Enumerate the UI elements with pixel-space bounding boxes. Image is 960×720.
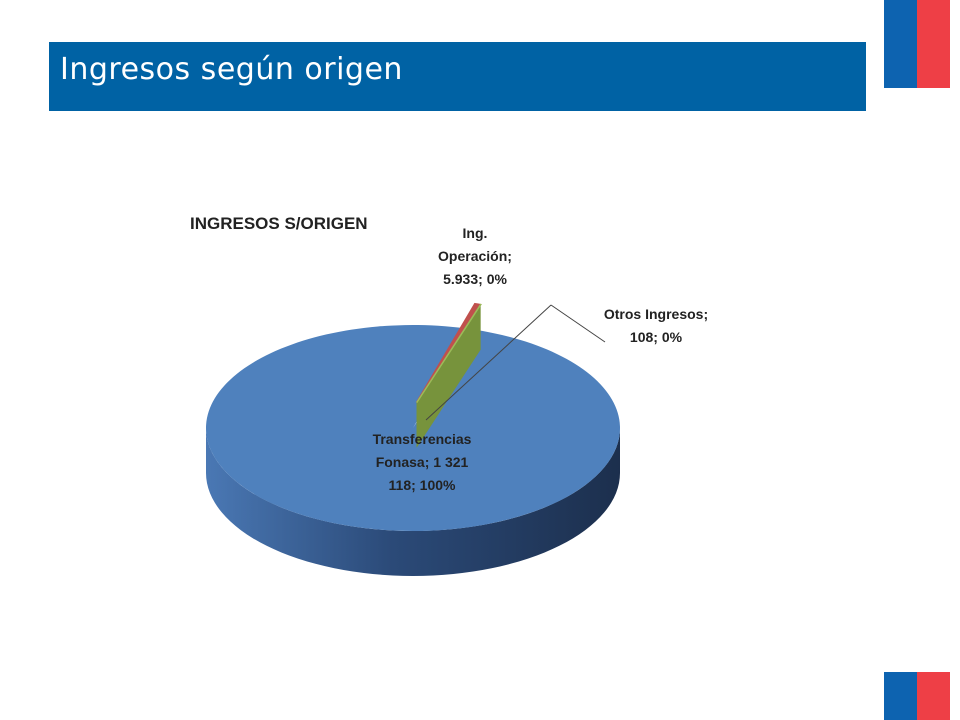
flag-blue [884, 672, 917, 720]
value-label: 5.933 [443, 271, 479, 287]
header-bar: Ingresos según origen [49, 42, 866, 111]
pie-slice [206, 325, 621, 532]
data-label: Transferencias Fonasa; 1 321 118; 100% [362, 428, 482, 497]
flag-red [917, 672, 950, 720]
separator: ; [411, 477, 420, 493]
data-label: Ing. Operación; 5.933; 0% [425, 222, 525, 291]
category-label: Otros Ingresos [603, 306, 704, 322]
value-label: 1 321 118 [388, 454, 469, 493]
category-label: Transferencias Fonasa [372, 431, 472, 470]
separator: ; [703, 306, 709, 322]
separator: ; [507, 248, 512, 264]
separator: ; [424, 454, 434, 470]
flag-blue [884, 0, 917, 88]
leader-line [425, 304, 552, 421]
chart-title: INGRESOS S/ORIGEN [190, 214, 368, 233]
percent-label: 0% [486, 271, 507, 287]
slide-title: Ingresos según origen [60, 52, 403, 87]
separator: ; [478, 271, 487, 287]
percent-label: 100% [419, 477, 456, 493]
value-label: 108 [629, 329, 654, 345]
pie-slice [416, 303, 482, 403]
pie-slice-side [206, 428, 620, 576]
flag-red [917, 0, 950, 88]
category-label: Ing. Operación [438, 225, 508, 264]
pie-slice-side [416, 304, 481, 448]
leader-line [550, 304, 606, 343]
data-label: Otros Ingresos; 108; 0% [597, 303, 715, 349]
percent-label: 0% [661, 329, 683, 345]
separator: ; [653, 329, 662, 345]
